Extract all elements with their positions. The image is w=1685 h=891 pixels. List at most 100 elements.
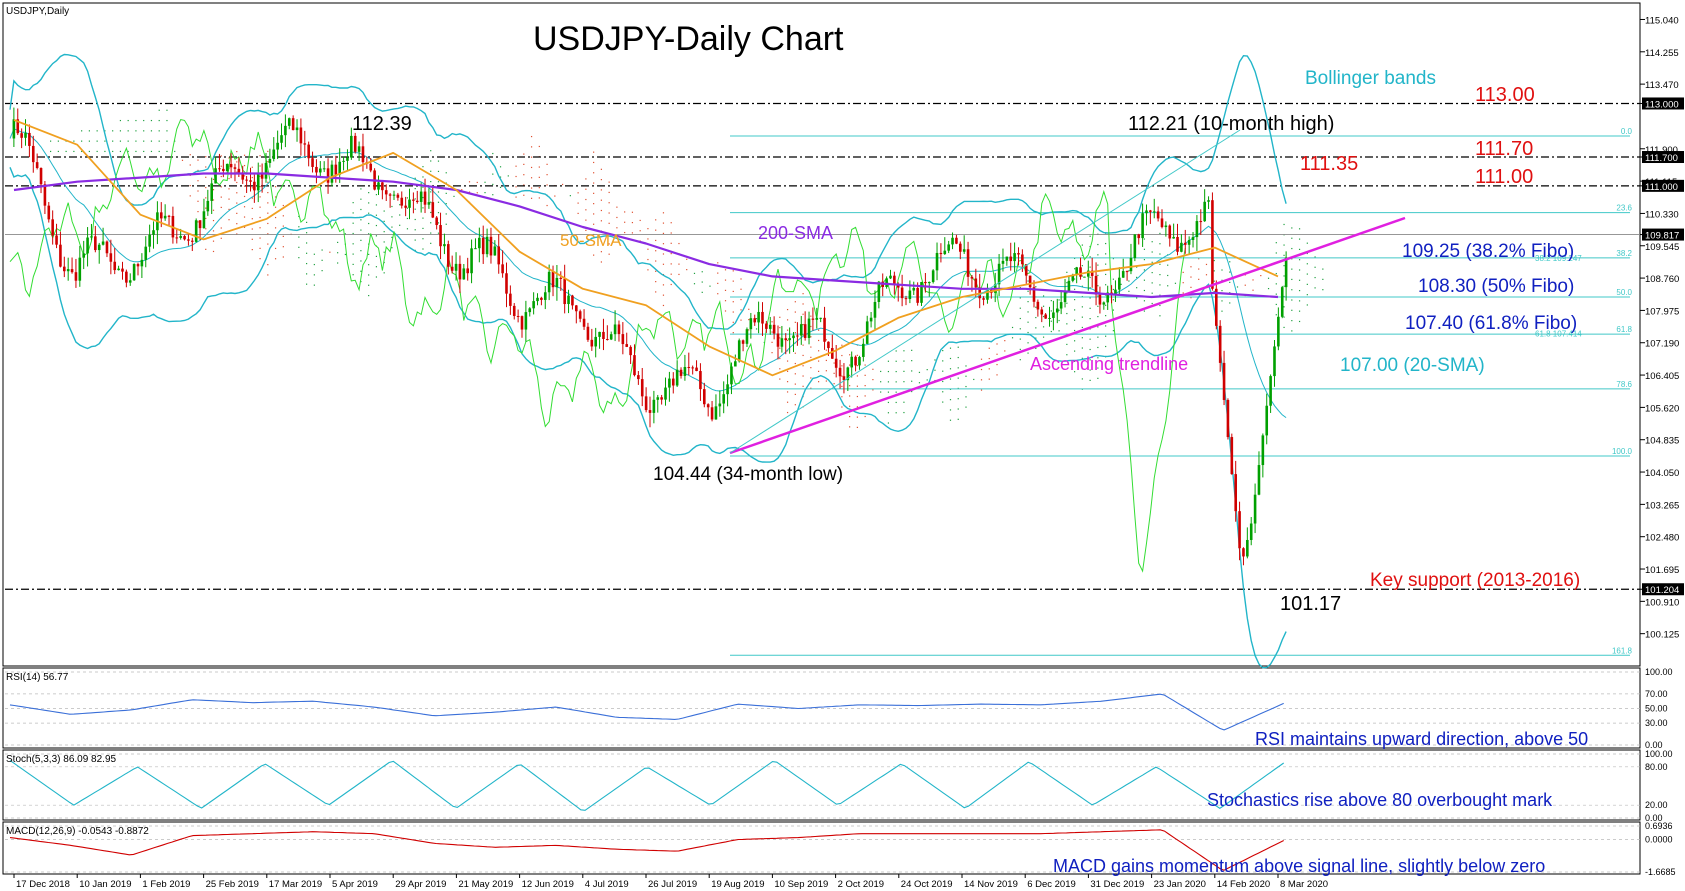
ichimoku-dot (274, 186, 277, 188)
candle-body (1141, 213, 1144, 239)
fibo-level-label: 61.8 (1616, 325, 1632, 334)
candle-body (862, 343, 865, 357)
ichimoku-dot (50, 150, 52, 153)
candle-body (1017, 253, 1020, 255)
ichimoku-dot (631, 221, 634, 224)
ichimoku-dot (1112, 278, 1114, 280)
ichimoku-dot (212, 199, 215, 201)
ichimoku-dot (422, 207, 424, 209)
ichimoku-dot (1298, 300, 1301, 302)
ichimoku-dot (779, 337, 781, 339)
ichimoku-dot (523, 163, 525, 165)
ichimoku-dot (422, 196, 424, 199)
ichimoku-dot (1105, 273, 1107, 276)
chikou-span (9, 119, 1186, 573)
ichimoku-dot (228, 188, 230, 190)
ichimoku-dot (1035, 347, 1037, 350)
candle-body (1028, 275, 1032, 288)
ichimoku-dot (437, 191, 440, 193)
ichimoku-dot (437, 160, 440, 162)
label-trendline: Ascending trendline (1030, 354, 1188, 374)
fibo-level-label: 161.8 (1612, 646, 1633, 655)
ichimoku-dot (624, 231, 626, 234)
ichimoku-dot (212, 250, 215, 253)
ichimoku-dot (391, 205, 393, 208)
ichimoku-dot (1221, 279, 1223, 281)
ichimoku-dot (1283, 306, 1285, 308)
ichimoku-dot (1159, 294, 1161, 296)
ichimoku-dot (662, 253, 665, 255)
ichimoku-dot (104, 140, 106, 142)
ichimoku-dot (166, 150, 168, 153)
candle-body (1168, 225, 1172, 239)
ichimoku-dot (1136, 287, 1138, 289)
ichimoku-dot (802, 365, 804, 367)
ichimoku-dot (1306, 304, 1308, 306)
ichimoku-dot (1089, 348, 1091, 351)
candle-body (1013, 253, 1016, 262)
bollinger-upper (9, 53, 1287, 330)
ichimoku-dot (259, 165, 261, 167)
bollinger-middle (9, 128, 1287, 419)
ichimoku-dot (717, 293, 719, 295)
ichimoku-dot (96, 140, 98, 142)
ichimoku-dot (352, 263, 354, 265)
ichimoku-dot (228, 208, 230, 211)
ichimoku-dot (662, 263, 665, 265)
candle-body (823, 317, 826, 342)
ichimoku-dot (259, 175, 261, 177)
ichimoku-dot (1105, 284, 1107, 286)
candle-body (59, 244, 62, 267)
ichimoku-dot (1074, 340, 1076, 342)
candle-body (1106, 292, 1109, 303)
candle-body (955, 237, 958, 244)
ichimoku-dot (158, 119, 160, 122)
ichimoku-dot (980, 389, 983, 391)
ichimoku-dot (414, 177, 416, 179)
ichimoku-dot (1283, 244, 1285, 246)
candle-body (43, 184, 47, 206)
ichimoku-dot (1314, 276, 1316, 279)
ichimoku-dot (1097, 295, 1099, 297)
ichimoku-dot (1027, 352, 1029, 354)
ichimoku-dot (1298, 248, 1301, 251)
candle-body (598, 331, 601, 337)
ichimoku-dot (585, 188, 587, 190)
ichimoku-dot (1198, 258, 1200, 260)
ichimoku-dot (1167, 285, 1169, 287)
candle-body (16, 119, 20, 134)
candle-body (679, 369, 683, 376)
candle-body (648, 410, 652, 413)
ichimoku-dot (437, 222, 440, 224)
candle-body (916, 287, 919, 303)
ichimoku-dot (220, 196, 222, 198)
ichimoku-dot (259, 247, 261, 249)
candle-body (94, 236, 97, 251)
candle-body (1226, 399, 1230, 438)
label-key-support: Key support (2013-2016) (1370, 570, 1580, 591)
ichimoku-dot (709, 285, 711, 287)
ichimoku-dot (1159, 284, 1161, 286)
candle-body (423, 191, 427, 205)
moving-averages (13, 119, 1279, 377)
candle-body (462, 268, 466, 280)
candle-body (1261, 435, 1265, 466)
ichimoku-dot (1105, 263, 1107, 265)
ichimoku-dot (678, 242, 680, 245)
ichimoku-dot (825, 359, 827, 362)
ichimoku-dot (1205, 274, 1208, 276)
ichimoku-dot (391, 216, 393, 218)
ichimoku-dot (1143, 279, 1146, 281)
ichimoku-dot (228, 219, 230, 221)
candle-body (346, 157, 349, 161)
ichimoku-dot (1283, 254, 1285, 256)
candle-body (353, 135, 357, 152)
candle-body (699, 371, 702, 390)
candle-body (241, 172, 245, 180)
candle-body (152, 230, 155, 235)
ichimoku-dot (841, 365, 843, 367)
ichimoku-dot (476, 181, 478, 184)
ichimoku-dot (1229, 302, 1231, 304)
ichimoku-dot (1074, 319, 1076, 321)
ichimoku-dot (647, 228, 649, 230)
